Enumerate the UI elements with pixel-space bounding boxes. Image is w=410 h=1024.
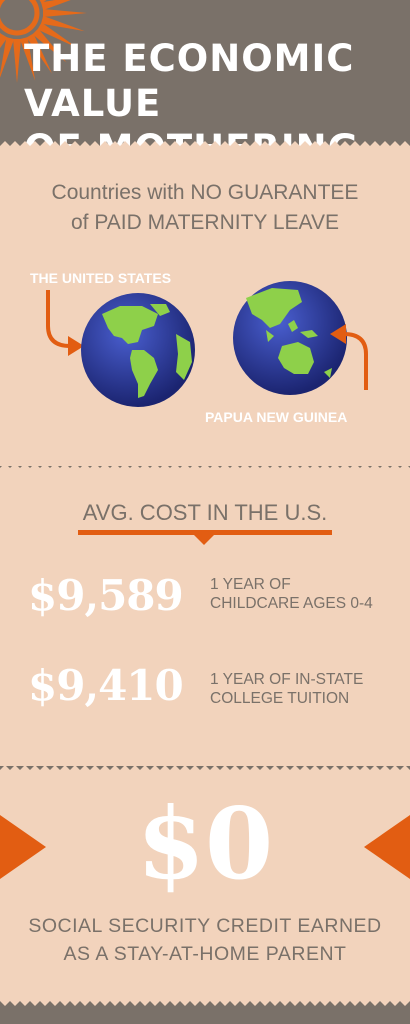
zigzag-divider: [0, 463, 410, 473]
zigzag-divider: [0, 765, 410, 775]
country-label-us: THE UNITED STATES: [30, 270, 172, 286]
zigzag-divider: [0, 141, 410, 151]
cost-section: [0, 470, 410, 766]
sunburst-icon: [0, 0, 87, 83]
maternity-heading-line-1: Countries with NO GUARANTEE: [51, 181, 359, 204]
country-label-png: PAPUA NEW GUINEA: [205, 409, 348, 425]
childcare-desc-line-1: 1 YEAR OF: [210, 576, 291, 593]
triangle-arrow-icon: [0, 815, 46, 879]
maternity-heading-line-2: of PAID MATERNITY LEAVE: [70, 211, 340, 234]
globe-americas-icon: [81, 293, 195, 407]
childcare-amount: $9,589: [28, 571, 184, 620]
credit-description: SOCIAL SECURITY CREDIT EARNED AS A STAY-…: [0, 912, 410, 968]
tuition-description: 1 YEAR OF IN-STATE COLLEGE TUITION: [210, 670, 363, 708]
globe-oceania-icon: [233, 281, 347, 395]
heading-underline: [78, 530, 332, 535]
header: THE ECONOMIC VALUE OF MOTHERING: [0, 0, 410, 148]
credit-desc-line-1: SOCIAL SECURITY CREDIT EARNED: [28, 915, 382, 937]
maternity-section: [0, 148, 410, 466]
tuition-desc-line-1: 1 YEAR OF IN-STATE: [210, 671, 364, 688]
credit-desc-line-2: AS A STAY-AT-HOME PARENT: [63, 943, 347, 965]
triangle-arrow-icon: [193, 534, 215, 545]
cost-heading: AVG. COST IN THE U.S.: [82, 500, 328, 525]
triangle-arrow-icon: [364, 815, 410, 879]
childcare-description: 1 YEAR OF CHILDCARE AGES 0-4: [210, 575, 373, 613]
zigzag-divider: [0, 996, 410, 1006]
tuition-desc-line-2: COLLEGE TUITION: [210, 690, 350, 707]
maternity-heading: Countries with NO GUARANTEE of PAID MATE…: [0, 178, 410, 238]
credit-section: [0, 772, 410, 998]
credit-amount: $0: [136, 787, 274, 902]
title-line-1: THE ECONOMIC VALUE: [24, 37, 355, 125]
page-title: THE ECONOMIC VALUE OF MOTHERING: [24, 36, 410, 148]
curved-arrow-icon: [330, 324, 368, 390]
childcare-desc-line-2: CHILDCARE AGES 0-4: [210, 595, 373, 612]
curved-arrow-icon: [46, 290, 84, 356]
tuition-amount: $9,410: [28, 661, 184, 710]
